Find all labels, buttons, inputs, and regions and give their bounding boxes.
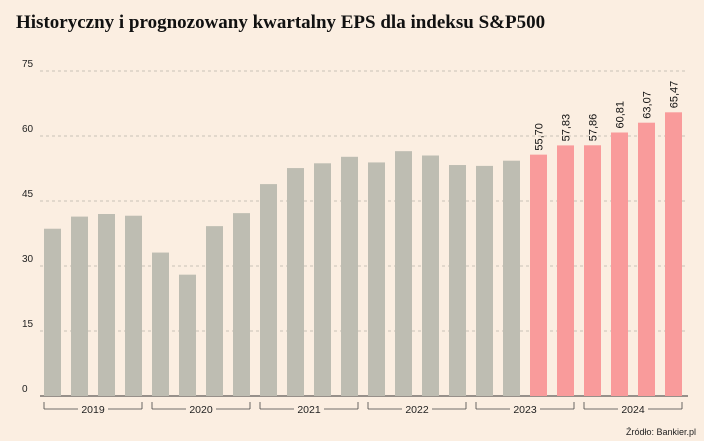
historical-bar xyxy=(260,184,277,396)
historical-bar xyxy=(503,160,520,396)
forecast-bar xyxy=(665,112,682,397)
historical-bar xyxy=(422,155,439,396)
historical-bar xyxy=(71,216,88,396)
x-year-label: 2022 xyxy=(405,404,429,416)
forecast-bar xyxy=(530,154,547,396)
x-year-label: 2024 xyxy=(621,404,645,416)
bar-data-label: 63,07 xyxy=(642,91,654,119)
bar-data-label: 65,47 xyxy=(669,81,681,109)
y-tick-label: 30 xyxy=(22,254,34,265)
x-year-label: 2023 xyxy=(513,404,537,416)
historical-bar xyxy=(233,213,250,396)
historical-bar xyxy=(152,252,169,396)
historical-bar xyxy=(179,274,196,396)
historical-bar xyxy=(125,215,142,396)
y-tick-label: 45 xyxy=(22,189,34,200)
forecast-bar xyxy=(611,132,628,397)
y-tick-label: 75 xyxy=(22,59,34,70)
historical-bar xyxy=(44,228,61,396)
forecast-bar xyxy=(557,145,574,396)
bar-data-label: 55,70 xyxy=(534,123,546,151)
bar-data-label: 57,86 xyxy=(588,114,600,142)
y-tick-label: 60 xyxy=(22,124,34,135)
forecast-bar xyxy=(584,145,601,396)
historical-bar xyxy=(476,165,493,396)
x-year-label: 2020 xyxy=(189,404,213,416)
bar-data-label: 60,81 xyxy=(615,101,627,129)
historical-bar xyxy=(368,162,385,396)
x-year-label: 2019 xyxy=(81,404,105,416)
chart-title: Historyczny i prognozowany kwartalny EPS… xyxy=(16,12,546,33)
historical-bar xyxy=(206,226,223,396)
historical-bar xyxy=(287,168,304,396)
x-year-label: 2021 xyxy=(297,404,321,416)
y-tick-label: 0 xyxy=(22,384,28,395)
historical-bar xyxy=(98,214,115,396)
y-tick-label: 15 xyxy=(22,319,34,330)
source-note: Źródło: Bankier.pl xyxy=(625,427,696,437)
historical-bar xyxy=(341,156,358,396)
bar-data-label: 57,83 xyxy=(561,114,573,142)
forecast-bar xyxy=(638,122,655,397)
historical-bar xyxy=(314,163,331,396)
historical-bar xyxy=(449,165,466,396)
historical-bar xyxy=(395,151,412,396)
